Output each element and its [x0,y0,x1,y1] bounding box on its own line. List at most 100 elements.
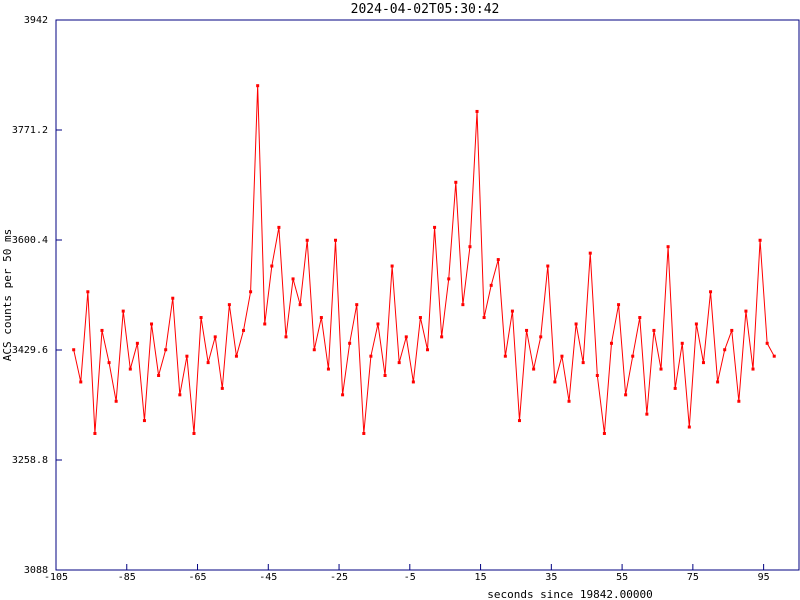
data-point [730,328,734,332]
data-point [404,335,408,339]
data-point [185,354,189,358]
data-point [546,264,550,268]
data-point [475,109,479,113]
data-point [418,316,422,320]
data-point [142,419,146,423]
data-point [489,283,493,287]
data-point [517,419,521,423]
data-point [277,225,281,229]
data-point [376,322,380,326]
x-tick-label: 95 [758,572,770,583]
data-point [454,180,458,184]
x-tick-label: -25 [330,572,348,583]
data-point [348,341,352,345]
data-point [659,367,663,371]
data-point [447,277,451,281]
data-point [510,309,514,313]
x-tick-label: -85 [118,572,136,583]
data-point [468,245,472,249]
data-point [694,322,698,326]
data-point [426,348,429,352]
data-point [652,328,656,332]
y-tick-label: 3088 [24,565,48,576]
x-tick-label: 75 [687,572,699,583]
y-tick-label: 3429.6 [12,345,48,356]
data-point [440,335,444,339]
x-tick-label: -65 [188,572,206,583]
data-point [624,393,628,397]
data-point [765,341,769,345]
data-point [737,399,741,403]
data-point [150,322,154,326]
y-tick-label: 3771.2 [12,125,48,136]
y-axis-label: ACS counts per 50 ms [1,229,14,361]
data-point [355,303,359,307]
data-point [192,431,196,435]
data-point [532,367,536,371]
data-line [73,85,775,434]
data-point [199,316,203,320]
x-tick-label: 35 [545,572,557,583]
data-point [397,361,401,365]
data-point [369,354,373,358]
data-point [638,316,642,320]
data-point [709,290,713,294]
data-point [772,354,776,358]
y-tick-label: 3600.4 [12,235,48,246]
data-point [298,303,302,307]
data-point [687,425,691,429]
data-point [574,322,578,326]
data-point [666,245,670,249]
y-tick-label: 3258.8 [12,455,48,466]
data-point [242,328,246,332]
data-point [482,316,486,320]
data-point [312,348,316,352]
data-point [157,374,161,378]
data-point [305,238,309,242]
data-point [701,361,705,365]
data-point [93,431,97,435]
data-point [673,386,677,390]
data-point [234,354,238,358]
data-point [645,412,649,416]
x-tick-label: -105 [44,572,68,583]
data-point [567,399,571,403]
data-point [525,328,529,332]
data-point [503,354,507,358]
x-tick-label: 15 [475,572,487,583]
data-point [114,399,118,403]
x-tick-label: -5 [404,572,416,583]
data-point [256,84,260,88]
x-tick-label: -45 [259,572,277,583]
data-point [751,367,755,371]
data-point [121,309,125,313]
data-point [86,290,90,294]
data-point [595,374,599,378]
data-point [723,348,727,352]
data-point [135,341,139,345]
data-point [171,296,175,300]
data-point [496,258,500,262]
y-tick-label: 3942 [24,15,48,26]
data-point [263,322,267,326]
data-point [539,335,543,339]
data-point [461,303,465,307]
data-point [362,431,366,435]
data-point [79,380,83,384]
data-point [631,354,635,358]
data-point [383,374,387,378]
data-point [249,290,253,294]
data-point [341,393,345,397]
data-point [581,361,585,365]
data-point [716,380,720,384]
data-point [213,335,217,339]
data-point [588,251,592,255]
data-point [326,367,330,371]
data-point [680,341,684,345]
data-point [206,361,210,365]
data-point [390,264,394,268]
x-tick-label: 55 [616,572,628,583]
data-point [411,380,415,384]
data-point [72,348,76,352]
